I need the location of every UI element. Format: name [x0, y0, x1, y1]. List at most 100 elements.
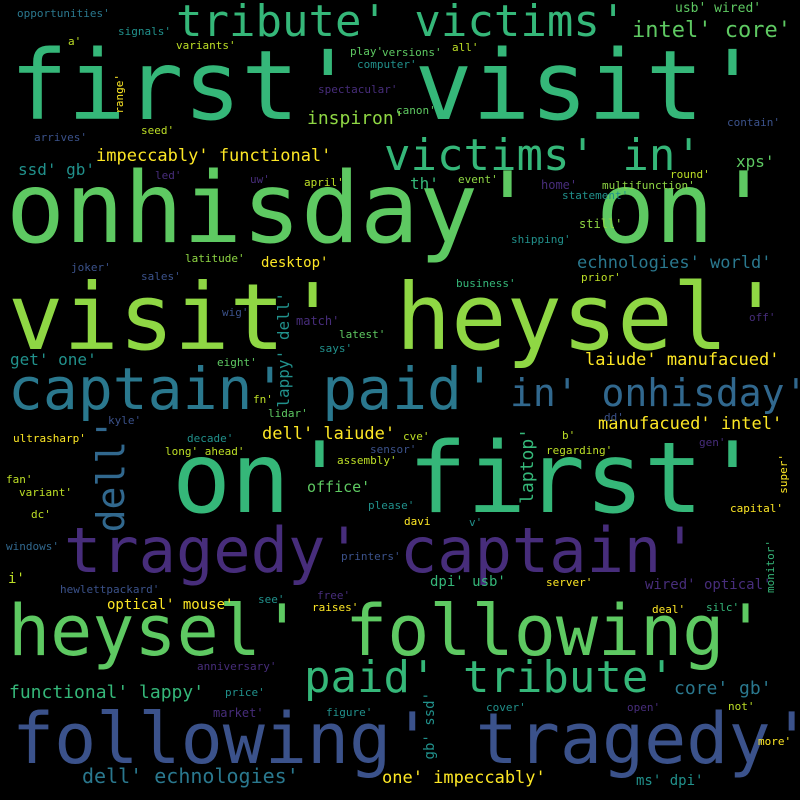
word-optical-mouse: optical' mouse'	[107, 597, 234, 613]
word-anniversary: anniversary'	[197, 660, 277, 673]
word-dell: dell'	[89, 418, 133, 533]
word-in-onhisday: in' onhisday'	[510, 371, 800, 415]
word-inspiron: inspiron'	[307, 108, 405, 129]
word-business: business'	[456, 277, 516, 290]
word-led: led'	[155, 169, 182, 182]
word-versions: versions'	[382, 46, 442, 59]
word-v: v'	[469, 516, 483, 529]
word-play: play'	[350, 45, 384, 58]
word-gb-ssd: gb' ssd'	[422, 692, 438, 760]
word-regarding: regarding'	[546, 444, 613, 457]
word-dpi-usb: dpi' usb'	[430, 574, 506, 590]
word-dell-laiude: dell' laiude'	[262, 424, 396, 444]
word-tragedy-captain: tragedy' captain'	[64, 514, 699, 587]
word-dell-echnologies: dell' echnologies'	[82, 764, 299, 788]
word-b: b'	[562, 429, 576, 442]
word-get-one: get' one'	[10, 350, 97, 369]
word-ultrasharp: ultrasharp'	[13, 432, 86, 445]
word-assembly: assembly'	[337, 454, 397, 467]
word-eight: eight'	[217, 356, 257, 369]
word-ssd-gb: ssd' gb'	[18, 160, 96, 179]
word-capital: capital'	[730, 502, 783, 515]
word-onhisday-on: onhisday' on'	[6, 152, 774, 266]
word-desktop: desktop'	[261, 255, 329, 271]
word-home: home'	[541, 178, 578, 192]
word-functional-lappy: functional' lappy'	[9, 682, 205, 703]
word-intel-core: intel' core'	[632, 18, 791, 43]
word-paid-tribute: paid' tribute'	[304, 652, 675, 703]
word-open: open'	[627, 701, 661, 714]
word-windows: windows'	[6, 540, 59, 553]
word-server: server'	[546, 576, 593, 589]
word-dd: dd'	[604, 411, 624, 424]
word-wired-optical: wired' optical'	[645, 577, 772, 593]
word-signals: signals'	[118, 25, 171, 38]
word-canon: canon'	[396, 104, 436, 117]
word-not: not'	[728, 700, 755, 713]
word-xps: xps'	[736, 152, 775, 171]
word-ms-dpi: ms' dpi'	[636, 773, 704, 789]
word-fan: fan'	[6, 473, 33, 486]
word-impeccably-functional: impeccably' functional'	[96, 146, 332, 166]
word-captain-paid: captain' paid'	[8, 355, 497, 423]
word-tribute-victims: tribute' victims'	[176, 0, 627, 47]
word-lidar: lidar'	[268, 407, 308, 420]
word-sensor: sensor'	[370, 443, 417, 456]
word-manufacued-intel: manufacued' intel'	[598, 414, 783, 434]
word-variant: variant'	[19, 486, 72, 499]
word-still: still'	[579, 217, 623, 231]
word-free: free'	[317, 589, 351, 602]
word-joker: joker'	[71, 261, 111, 274]
word-printers: printers'	[341, 550, 401, 563]
word-shipping: shipping'	[511, 233, 571, 246]
word-event: event'	[458, 173, 498, 186]
word-laptop: laptop'	[517, 428, 538, 504]
word-variants: variants'	[176, 39, 236, 52]
word-all: all'	[452, 41, 479, 54]
word-a: a'	[68, 35, 82, 48]
word-arrives: arrives'	[34, 131, 87, 144]
word-usb-wired: usb' wired'	[675, 1, 762, 16]
word-spectacular: spectacular'	[318, 83, 398, 96]
word-hewlettpackard: hewlettpackard'	[60, 583, 160, 596]
word-one-impeccably: one' impeccably'	[382, 768, 546, 788]
word-figure: figure'	[326, 706, 373, 719]
word-silc: silc'	[706, 601, 740, 614]
word-price: price'	[225, 686, 265, 699]
word-laiude-manufacued: laiude' manufacued'	[585, 350, 780, 370]
word-latest: latest'	[339, 328, 386, 341]
word-latitude: latitude'	[185, 252, 245, 265]
word-following-tragedy: following' tragedy'	[12, 698, 800, 780]
word-round: round'	[670, 168, 710, 181]
word-contain: contain'	[727, 116, 780, 129]
word-match: match'	[296, 314, 340, 328]
word-wig: wig'	[222, 306, 249, 319]
word-sales: sales'	[141, 270, 181, 283]
word-super: super'	[777, 454, 790, 494]
word-opportunities: opportunities'	[17, 7, 110, 20]
word-monitor: monitor'	[764, 540, 777, 593]
word-core-gb: core' gb'	[674, 678, 772, 699]
word-th: th'	[410, 174, 439, 193]
word-gen: gen'	[699, 436, 726, 449]
word-please: please'	[368, 499, 415, 512]
word-cover: cover'	[486, 701, 526, 714]
word-more: more'	[758, 735, 792, 748]
word-april: april'	[304, 176, 344, 189]
word-on-first: on' first'	[172, 422, 763, 536]
word-dc: dc'	[31, 508, 51, 521]
word-see: see'	[258, 593, 285, 606]
word-cve: cve'	[403, 430, 430, 443]
word-fn: fn'	[253, 393, 273, 406]
word-range: range'	[113, 74, 126, 114]
word-uw: uw'	[250, 173, 270, 186]
word-victims-in: victims' in'	[384, 130, 702, 181]
word-i: i'	[8, 571, 25, 587]
word-first-visit: first' visit'	[10, 30, 762, 142]
word-deal: deal'	[652, 603, 686, 616]
word-raises: raises'	[312, 601, 359, 614]
word-off: off'	[749, 311, 776, 324]
word-prior: prior'	[581, 271, 621, 284]
word-lappy-dell: lappy' dell'	[274, 292, 293, 408]
